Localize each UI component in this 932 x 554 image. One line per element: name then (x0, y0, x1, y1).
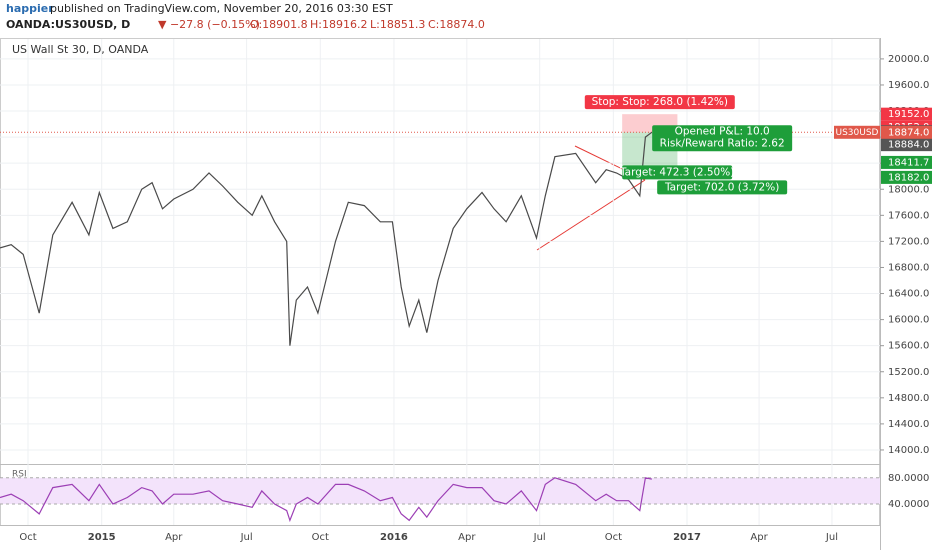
y-tick-label: 14000.0 (888, 445, 929, 456)
y-tick-label: 19600.0 (888, 80, 929, 91)
price-badge-label: 18182.0 (888, 172, 929, 183)
position-label: Stop: Stop: 268.0 (1.42%) (592, 96, 728, 108)
position-label: Risk/Reward Ratio: 2.62 (660, 137, 785, 149)
position-label-bg (584, 95, 735, 110)
x-tick-label: 2017 (673, 532, 701, 543)
y-tick-label: 14800.0 (888, 393, 929, 404)
symbol-badge-label: US30USD (836, 128, 879, 138)
symbol: OANDA:US30USD, D (6, 18, 130, 31)
y-tick-label: 40.0000 (888, 499, 929, 510)
y-tick-label: 16400.0 (888, 289, 929, 300)
x-tick-label: Jul (240, 532, 253, 543)
x-tick-label: Oct (605, 532, 622, 543)
x-tick-label: Oct (312, 532, 329, 543)
y-tick-label: 16800.0 (888, 262, 929, 273)
grid (0, 39, 880, 525)
x-tick-label: Jul (825, 532, 838, 543)
price-badge-label: 18884.0 (888, 140, 929, 151)
x-tick-label: Apr (750, 532, 768, 543)
series-line (0, 477, 652, 523)
y-tick-label: 18000.0 (888, 184, 929, 195)
position-label: Opened P&L: 10.0 (675, 125, 770, 137)
y-tick-label: 17200.0 (888, 236, 929, 247)
x-tick-label: 2015 (88, 532, 116, 543)
price-badge (881, 125, 932, 139)
chart-title: US Wall St 30, D, OANDA (12, 43, 149, 56)
y-tick-label: 20000.0 (888, 54, 929, 65)
x-tick-label: Jul (533, 532, 546, 543)
symbol-badge (834, 125, 880, 139)
series-line (0, 131, 653, 346)
published: published on TradingView.com, November 2… (50, 2, 393, 15)
price-badge (881, 155, 932, 169)
ohlc-low: L:18851.3 (370, 18, 425, 31)
y-tick-label: 14400.0 (888, 419, 929, 430)
author: happier (6, 2, 54, 15)
y-tick-label: 15600.0 (888, 341, 929, 352)
price-badge (881, 138, 932, 152)
ohlc-open: O:18901.8 (250, 18, 308, 31)
price-badge (881, 170, 932, 184)
position-label-bg (657, 180, 788, 195)
price-badge-label: 18874.0 (888, 127, 929, 138)
x-tick-label: Apr (458, 532, 476, 543)
y-tick-label: 16000.0 (888, 315, 929, 326)
position-label-bg (652, 125, 793, 152)
rsi-title: RSI (12, 470, 27, 480)
price-badge-label: 18411.7 (888, 157, 929, 168)
price-badge-label: 19152.0 (888, 109, 929, 120)
y-tick-label: 15200.0 (888, 367, 929, 378)
rsi-band (0, 477, 880, 505)
ohlc-close: C:18874.0 (428, 18, 485, 31)
price-badge (881, 107, 932, 121)
x-tick-label: Apr (165, 532, 183, 543)
x-tick-label: Oct (19, 532, 36, 543)
position-label: Target: 702.0 (3.72%) (664, 181, 779, 193)
position-label-bg (622, 165, 733, 180)
y-tick-label: 80.0000 (888, 473, 929, 484)
change: ▼ −27.8 (−0.15%) (158, 18, 260, 31)
position-label: Target: 472.3 (2.50%) (619, 166, 734, 178)
x-tick-label: 2016 (380, 532, 408, 543)
ohlc-high: H:18916.2 (310, 18, 367, 31)
y-tick-label: 17600.0 (888, 210, 929, 221)
